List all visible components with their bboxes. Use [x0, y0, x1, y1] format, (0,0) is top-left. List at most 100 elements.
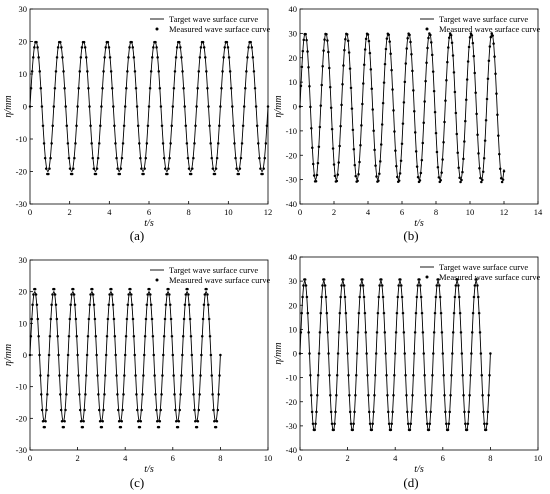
legend-measured-swatch — [155, 27, 159, 31]
series-measured-point — [385, 37, 389, 40]
series-measured-point — [47, 353, 51, 357]
series-measured-point — [228, 70, 232, 73]
series-measured-point — [142, 374, 145, 377]
series-measured-point — [148, 86, 152, 90]
y-tick-label: 30 — [289, 276, 298, 286]
series-measured-point — [464, 98, 468, 102]
series-measured-point — [167, 167, 170, 170]
y-tick-label: 20 — [19, 287, 28, 297]
legend-target-label: Target wave surface curve — [439, 14, 528, 24]
series-measured-point — [370, 428, 374, 432]
series-measured-point — [92, 167, 96, 170]
series-measured-point — [328, 66, 331, 70]
series-measured-point — [423, 374, 426, 377]
series-measured-point — [432, 352, 435, 355]
series-measured-point — [343, 48, 346, 52]
series-measured-point — [136, 408, 139, 412]
series-measured-point — [495, 92, 498, 95]
series-measured-point — [376, 311, 380, 315]
series-measured-point — [445, 422, 448, 425]
series-measured-point — [247, 46, 250, 49]
series-measured-point — [66, 142, 70, 145]
series-measured-point — [156, 56, 159, 59]
series-measured-point — [63, 86, 66, 90]
series-measured-point — [325, 33, 328, 36]
series-measured-point — [322, 278, 326, 281]
series-measured-point — [231, 105, 234, 108]
series-measured-point — [453, 90, 457, 94]
series-measured-point — [123, 374, 126, 377]
series-measured-point — [412, 374, 415, 377]
series-measured-point — [369, 68, 373, 71]
series-measured-point — [453, 295, 457, 299]
series-measured-point — [158, 420, 162, 423]
series-measured-point — [357, 172, 360, 176]
series-measured-point — [238, 167, 242, 170]
series-measured-point — [351, 428, 355, 432]
series-measured-point — [425, 422, 429, 425]
series-measured-point — [225, 40, 229, 44]
series-measured-point — [406, 410, 409, 414]
series-measured-point — [149, 303, 153, 306]
y-tick-label: -40 — [286, 199, 297, 209]
series-measured-point — [45, 408, 48, 412]
series-measured-point — [132, 56, 136, 59]
series-measured-point — [356, 179, 359, 183]
series-measured-point — [314, 422, 317, 425]
series-measured-point — [350, 107, 354, 110]
x-tick-label: 0 — [28, 453, 32, 463]
series-measured-point — [335, 374, 339, 377]
series-measured-point — [434, 295, 438, 299]
series-measured-point — [367, 39, 371, 43]
series-measured-point — [435, 150, 439, 154]
series-measured-point — [468, 393, 471, 397]
series-measured-point — [132, 335, 136, 338]
series-measured-point — [124, 335, 128, 338]
series-measured-point — [33, 287, 37, 291]
series-measured-point — [194, 124, 197, 127]
x-tick-label: 8 — [434, 207, 438, 217]
series-measured-point — [105, 335, 109, 338]
series-measured-point — [363, 311, 367, 315]
series-measured-point — [93, 317, 97, 321]
series-measured-point — [483, 139, 487, 142]
series-measured-point — [102, 408, 105, 412]
series-measured-point — [130, 40, 133, 44]
series-measured-point — [352, 147, 356, 151]
series-measured-point — [317, 352, 321, 355]
series-measured-point — [201, 40, 205, 44]
x-axis-label: t/s — [414, 218, 424, 229]
series-measured-point — [233, 142, 236, 145]
series-measured-point — [88, 303, 91, 306]
series-measured-point — [456, 278, 459, 281]
series-measured-point — [443, 120, 446, 124]
series-measured-point — [311, 422, 315, 425]
series-measured-point — [301, 49, 305, 53]
series-measured-point — [146, 293, 149, 296]
series-measured-point — [497, 134, 500, 137]
series-measured-point — [482, 410, 485, 414]
panel-caption: (a) — [130, 228, 144, 243]
x-tick-label: 6 — [147, 207, 151, 217]
series-measured-point — [162, 156, 166, 160]
series-measured-point — [329, 106, 333, 110]
series-measured-point — [160, 393, 163, 396]
series-measured-point — [218, 124, 221, 127]
series-measured-point — [437, 278, 440, 281]
series-measured-point — [49, 156, 52, 160]
series-measured-point — [35, 40, 38, 44]
series-measured-point — [326, 39, 329, 42]
series-measured-point — [51, 293, 54, 296]
series-measured-point — [368, 422, 372, 425]
series-measured-point — [345, 331, 348, 334]
series-measured-point — [393, 130, 396, 133]
series-measured-point — [62, 70, 65, 73]
series-measured-point — [104, 374, 107, 377]
series-measured-point — [327, 50, 330, 54]
series-measured-point — [169, 317, 173, 321]
series-measured-point — [323, 284, 327, 287]
series-measured-point — [87, 86, 90, 90]
series-measured-point — [315, 173, 319, 177]
series-measured-point — [122, 393, 125, 396]
series-measured-point — [235, 167, 238, 170]
